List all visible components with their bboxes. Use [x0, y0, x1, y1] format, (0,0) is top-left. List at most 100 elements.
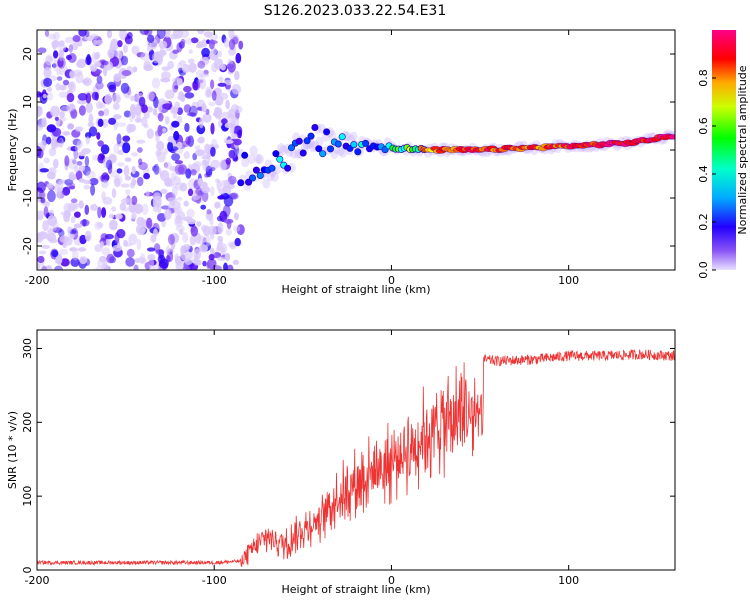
noise-blob — [73, 223, 83, 229]
noise-blob — [184, 92, 195, 99]
noise-blob — [225, 157, 231, 165]
noise-blob — [122, 197, 133, 206]
noise-blob — [101, 60, 109, 66]
noise-blob — [94, 61, 102, 67]
noise-blob — [205, 86, 213, 95]
signal-halo — [290, 148, 298, 159]
noise-blob — [143, 64, 153, 72]
signal-halo — [279, 145, 288, 156]
noise-blob — [146, 217, 153, 229]
y-tick-label: 20 — [21, 47, 34, 61]
noise-blob — [109, 43, 119, 50]
noise-blob — [126, 123, 133, 134]
noise-blob — [188, 49, 193, 54]
noise-blob — [120, 183, 130, 188]
noise-blob — [189, 234, 196, 246]
noise-blob — [79, 256, 88, 265]
signal-blob — [362, 139, 370, 147]
colorbar-tick-label: 0.0 — [697, 261, 710, 279]
noise-blob — [133, 264, 139, 270]
noise-blob — [186, 208, 195, 218]
noise-blob — [151, 77, 161, 89]
noise-blob — [208, 253, 215, 261]
noise-blob — [194, 145, 201, 151]
signal-blob — [237, 179, 245, 187]
noise-blob — [131, 166, 136, 175]
x-tick-label: -200 — [25, 274, 50, 287]
noise-blob — [181, 64, 191, 73]
signal-halo — [247, 154, 256, 165]
noise-blob — [37, 181, 46, 193]
noise-blob — [70, 257, 80, 267]
signal-blob — [284, 164, 292, 172]
noise-blob — [70, 146, 78, 152]
snr-x-label: Height of straight line (km) — [281, 583, 430, 596]
noise-blob — [210, 122, 215, 135]
noise-blob — [130, 95, 136, 102]
noise-blob — [56, 68, 61, 76]
noise-blob — [108, 84, 117, 93]
noise-blob — [187, 188, 194, 197]
noise-blob — [97, 118, 104, 128]
signal-halo — [241, 157, 250, 168]
y-tick-label: -10 — [21, 189, 34, 207]
noise-blob — [68, 82, 75, 91]
noise-blob — [121, 55, 129, 66]
noise-blob — [202, 260, 207, 267]
noise-blob — [152, 195, 162, 208]
noise-blob — [164, 177, 173, 187]
signal-blob — [241, 151, 249, 159]
noise-blob — [214, 58, 224, 70]
noise-blob — [171, 120, 180, 128]
noise-blob — [152, 108, 158, 116]
noise-blob — [84, 230, 92, 242]
x-tick-label: 100 — [558, 274, 579, 287]
noise-blob — [37, 145, 42, 157]
signal-halo — [338, 147, 347, 158]
noise-blob — [180, 250, 187, 261]
noise-blob — [201, 186, 211, 194]
signal-blob — [350, 141, 358, 149]
noise-blob — [113, 175, 123, 185]
noise-blob — [37, 47, 47, 54]
noise-blob — [96, 101, 103, 110]
noise-blob — [96, 75, 103, 84]
noise-blob — [224, 252, 231, 262]
noise-blob — [164, 209, 172, 221]
noise-blob — [95, 81, 104, 90]
signal-halo — [255, 154, 264, 165]
noise-blob — [224, 122, 233, 128]
noise-blob — [146, 91, 155, 102]
noise-blob — [232, 36, 239, 45]
noise-blob — [212, 252, 222, 259]
noise-blob — [54, 265, 63, 270]
noise-blob — [57, 186, 62, 199]
noise-blob — [195, 79, 204, 84]
noise-blob — [115, 50, 123, 60]
noise-blob — [108, 117, 117, 125]
noise-blob — [94, 221, 103, 231]
noise-blob — [131, 45, 140, 55]
noise-blob — [82, 77, 92, 87]
noise-blob — [38, 231, 48, 240]
noise-blob — [193, 248, 202, 260]
noise-blob — [71, 42, 79, 51]
noise-blob — [136, 139, 146, 144]
noise-blob — [52, 63, 57, 68]
spectrogram-y-label: Frequency (Hz) — [6, 109, 19, 192]
noise-blob — [236, 224, 245, 236]
noise-blob — [122, 135, 131, 142]
noise-blob — [64, 36, 75, 44]
noise-blob — [183, 151, 190, 160]
noise-blob — [76, 60, 86, 68]
noise-blob — [74, 211, 81, 218]
noise-blob — [97, 259, 106, 268]
noise-blob — [146, 128, 154, 139]
signal-blob — [323, 128, 331, 136]
noise-blob — [85, 170, 96, 179]
y-tick-label: 300 — [21, 338, 34, 359]
noise-blob — [176, 78, 183, 86]
noise-blob — [225, 228, 232, 236]
noise-blob — [45, 265, 53, 270]
